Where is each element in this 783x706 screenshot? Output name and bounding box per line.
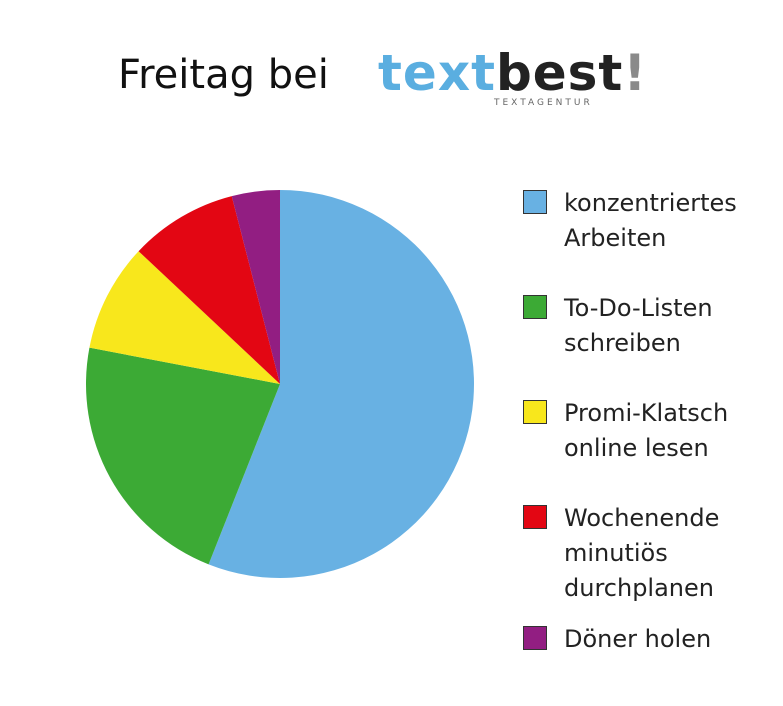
pie-slice [138, 196, 280, 384]
legend-item: Wochenende minutiös durchplanen [523, 501, 759, 606]
logo-word: text [378, 44, 496, 102]
logo-word: best [495, 44, 624, 102]
legend-label: Döner holen [564, 625, 712, 653]
legend-label: To-Do-Listen schreiben [564, 294, 713, 357]
legend-label: Promi-Klatsch online lesen [564, 399, 729, 462]
legend-label: konzentriertes Arbeiten [564, 189, 737, 252]
legend-swatch [523, 505, 547, 529]
logo-mark: ! [623, 44, 648, 102]
pie-slice [231, 190, 280, 384]
legend-item: To-Do-Listen schreiben [523, 291, 759, 361]
legend-label: Wochenende minutiös durchplanen [564, 504, 720, 602]
pie-slice [208, 190, 474, 578]
logo-tagline: TEXTAGENTUR [494, 98, 593, 108]
legend-swatch [523, 626, 547, 650]
pie-slice [89, 251, 280, 384]
legend-item: Döner holen [523, 622, 759, 657]
legend-swatch [523, 295, 547, 319]
pie-slice [85, 347, 280, 565]
logo: textbest! [378, 44, 647, 102]
legend-item: konzentriertes Arbeiten [523, 186, 759, 256]
legend-item: Promi-Klatsch online lesen [523, 396, 759, 466]
chart-title: Freitag bei [118, 52, 329, 98]
legend-swatch [523, 400, 547, 424]
legend-swatch [523, 190, 547, 214]
